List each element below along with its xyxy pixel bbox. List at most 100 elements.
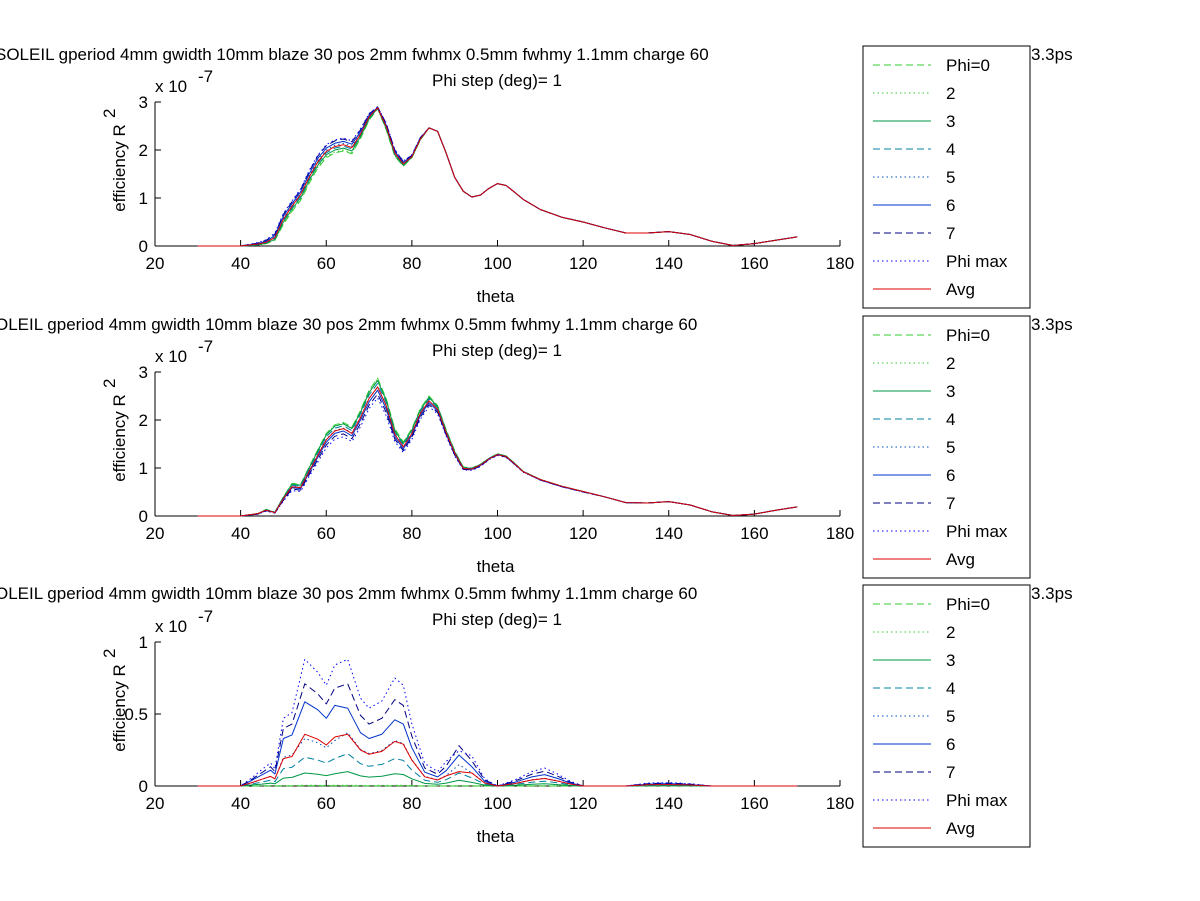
legend-label: Phi max bbox=[946, 252, 1008, 271]
x-tick-label: 60 bbox=[317, 524, 336, 543]
x-tick-label: 20 bbox=[146, 524, 165, 543]
y-axis-label-power: 2 bbox=[100, 379, 119, 388]
y-axis-label-group: efficiency R 2 bbox=[100, 649, 129, 752]
series-line-4 bbox=[197, 107, 798, 247]
legend-label: 4 bbox=[946, 679, 955, 698]
y-tick-label: 0 bbox=[139, 507, 148, 526]
subplot-2: OLEIL gperiod 4mm gwidth 10mm blaze 30 p… bbox=[0, 315, 1073, 579]
x-tick-label: 100 bbox=[483, 524, 511, 543]
y-tick-label: 2 bbox=[139, 411, 148, 430]
x-tick-label: 140 bbox=[655, 524, 683, 543]
series-line-7 bbox=[197, 106, 798, 247]
x-tick-label: 180 bbox=[826, 254, 854, 273]
series-line-5 bbox=[197, 386, 798, 517]
series-line-2 bbox=[197, 108, 798, 247]
y-axis-label-power: 2 bbox=[100, 109, 119, 118]
legend-label: 4 bbox=[946, 140, 955, 159]
chart-subtitle: Phi step (deg)= 1 bbox=[432, 71, 562, 90]
series-line-phi-0 bbox=[197, 108, 798, 247]
y-axis-label: efficiency R bbox=[110, 394, 129, 482]
x-tick-label: 140 bbox=[655, 794, 683, 813]
y-axis-label-power: 2 bbox=[100, 649, 119, 658]
chart-title-line-1: SOLEIL gperiod 4mm gwidth 10mm blaze 30 … bbox=[0, 45, 709, 64]
subplot-1: SOLEIL gperiod 4mm gwidth 10mm blaze 30 … bbox=[0, 45, 1073, 309]
y-axis-label: efficiency R bbox=[110, 664, 129, 752]
x-tick-label: 160 bbox=[740, 254, 768, 273]
legend-label: Phi max bbox=[946, 522, 1008, 541]
x-tick-label: 120 bbox=[569, 254, 597, 273]
y-tick-label: 1 bbox=[139, 459, 148, 478]
x-axis-label: theta bbox=[477, 287, 515, 306]
legend-label: 5 bbox=[946, 168, 955, 187]
y-tick-label: 1 bbox=[139, 633, 148, 652]
legend-label: 4 bbox=[946, 410, 955, 429]
x-tick-label: 80 bbox=[402, 254, 421, 273]
legend-label: Phi=0 bbox=[946, 595, 990, 614]
y-tick-label: 3 bbox=[139, 363, 148, 382]
series-line-7 bbox=[197, 393, 798, 517]
series-line-3 bbox=[197, 107, 798, 247]
x-tick-label: 120 bbox=[569, 524, 597, 543]
series-lines bbox=[197, 377, 798, 517]
x-axis-label: theta bbox=[477, 827, 515, 846]
x-tick-label: 60 bbox=[317, 254, 336, 273]
x-tick-label: 80 bbox=[402, 794, 421, 813]
legend: Phi=0 2 3 4 5 6 7 Phi max Avg bbox=[862, 584, 1031, 848]
x-tick-label: 80 bbox=[402, 524, 421, 543]
legend-label: 3 bbox=[946, 651, 955, 670]
x-tick-label: 20 bbox=[146, 254, 165, 273]
legend-label: 3 bbox=[946, 112, 955, 131]
legend-label: 6 bbox=[946, 735, 955, 754]
legend-label: 6 bbox=[946, 466, 955, 485]
x-tick-label: 180 bbox=[826, 524, 854, 543]
y-axis-exponent: x 10 bbox=[155, 347, 187, 366]
series-line-7 bbox=[197, 683, 798, 787]
legend-label: 6 bbox=[946, 196, 955, 215]
series-line-avg bbox=[197, 107, 798, 247]
y-axis-exponent: x 10 bbox=[155, 77, 187, 96]
x-tick-label: 40 bbox=[231, 254, 250, 273]
series-line-5 bbox=[197, 107, 798, 247]
y-axis-exponent-power: -7 bbox=[198, 67, 213, 86]
series-line-phi-max bbox=[197, 106, 798, 247]
legend-label: Avg bbox=[946, 819, 975, 838]
chart-title-suffix: 3.3ps bbox=[1031, 45, 1073, 64]
legend-label: 7 bbox=[946, 494, 955, 513]
series-line-avg bbox=[197, 733, 798, 787]
y-axis-exponent: x 10 bbox=[155, 617, 187, 636]
legend-label: Phi max bbox=[946, 791, 1008, 810]
series-lines bbox=[197, 106, 798, 247]
series-line-2 bbox=[197, 784, 798, 787]
legend-label: Avg bbox=[946, 280, 975, 299]
legend: Phi=0 2 3 4 5 6 7 Phi max Avg bbox=[862, 45, 1031, 309]
series-line-6 bbox=[197, 106, 798, 247]
y-tick-label: 3 bbox=[139, 93, 148, 112]
legend-label: 2 bbox=[946, 623, 955, 642]
x-tick-label: 180 bbox=[826, 794, 854, 813]
series-line-phi-max bbox=[197, 397, 798, 517]
legend-label: 5 bbox=[946, 438, 955, 457]
x-tick-label: 120 bbox=[569, 794, 597, 813]
x-tick-label: 100 bbox=[483, 794, 511, 813]
series-lines bbox=[197, 658, 798, 787]
x-tick-label: 160 bbox=[740, 794, 768, 813]
chart-subtitle: Phi step (deg)= 1 bbox=[432, 341, 562, 360]
legend-label: Avg bbox=[946, 550, 975, 569]
y-tick-label: 1 bbox=[139, 189, 148, 208]
legend-box bbox=[862, 584, 1031, 848]
x-tick-label: 100 bbox=[483, 254, 511, 273]
chart-subtitle: Phi step (deg)= 1 bbox=[432, 610, 562, 629]
y-axis-exponent-power: -7 bbox=[198, 607, 213, 626]
x-tick-label: 160 bbox=[740, 524, 768, 543]
chart-title-suffix: 3.3ps bbox=[1031, 584, 1073, 603]
legend-label: Phi=0 bbox=[946, 326, 990, 345]
y-axis-label-group: efficiency R 2 bbox=[100, 379, 129, 482]
y-axis-exponent-power: -7 bbox=[198, 337, 213, 356]
legend-box bbox=[862, 45, 1031, 309]
chart-title-line-1: OLEIL gperiod 4mm gwidth 10mm blaze 30 p… bbox=[0, 584, 697, 603]
series-line-6 bbox=[197, 701, 798, 787]
series-line-phi-max bbox=[197, 658, 798, 787]
series-line-avg bbox=[197, 386, 798, 517]
legend-box bbox=[862, 315, 1031, 579]
